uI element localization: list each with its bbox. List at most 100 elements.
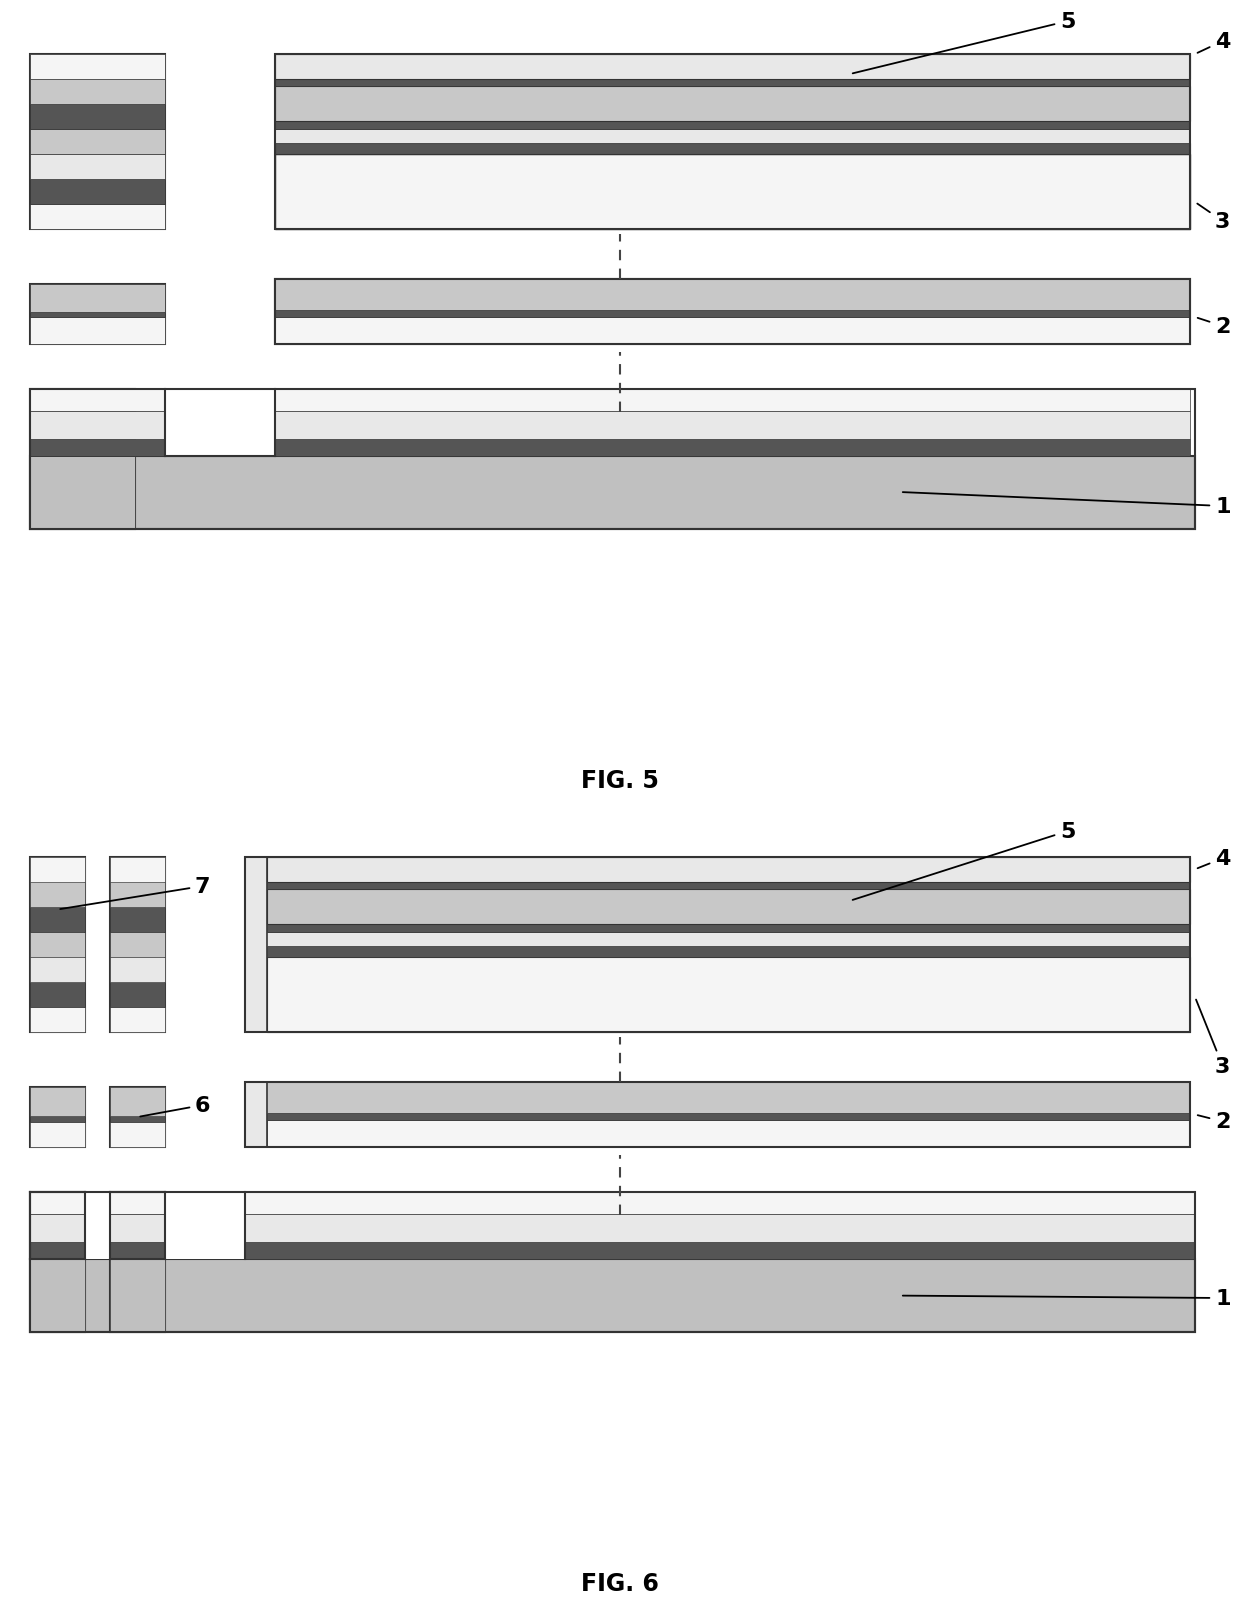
Bar <box>110 933 165 958</box>
Bar <box>30 1193 86 1215</box>
Bar <box>30 1087 86 1148</box>
Bar <box>275 279 1190 311</box>
Bar <box>30 440 135 457</box>
Bar <box>110 857 165 883</box>
Text: 6: 6 <box>140 1095 211 1117</box>
Bar <box>30 457 1195 530</box>
Bar <box>30 1193 1195 1332</box>
Bar <box>165 390 275 457</box>
Bar <box>30 907 86 933</box>
Bar <box>267 957 1190 1032</box>
Bar <box>246 1082 267 1148</box>
Bar <box>110 883 165 907</box>
Bar <box>267 924 1190 933</box>
Bar <box>30 390 135 530</box>
Bar <box>30 104 165 130</box>
Bar <box>110 1008 165 1032</box>
Text: 4: 4 <box>1198 849 1230 868</box>
Bar <box>30 1193 86 1332</box>
Bar <box>275 55 1190 230</box>
Bar <box>30 390 1195 530</box>
Bar <box>110 1193 165 1215</box>
Bar <box>267 889 1190 924</box>
Bar <box>30 130 165 156</box>
Bar <box>246 1215 1195 1242</box>
Text: 3: 3 <box>1197 1000 1230 1077</box>
Bar <box>275 87 1190 122</box>
Bar <box>275 144 1190 154</box>
Bar <box>267 883 1190 889</box>
Bar <box>110 958 165 982</box>
Bar <box>30 412 135 440</box>
Bar <box>275 130 1190 144</box>
Bar <box>30 80 165 104</box>
Bar <box>110 1122 165 1148</box>
Bar <box>30 1008 86 1032</box>
Text: FIG. 5: FIG. 5 <box>582 769 658 793</box>
Bar <box>30 55 165 230</box>
Bar <box>110 1087 165 1115</box>
Bar <box>110 1215 165 1242</box>
Bar <box>30 1115 86 1122</box>
Bar <box>275 154 1190 230</box>
Bar <box>246 857 267 1032</box>
Bar <box>110 1242 165 1260</box>
Bar <box>30 180 165 205</box>
Bar <box>30 857 86 1032</box>
Bar <box>275 279 1190 345</box>
Bar <box>110 1215 165 1242</box>
Text: 3: 3 <box>1198 204 1230 231</box>
Bar <box>246 1193 1195 1215</box>
Bar <box>275 311 1190 318</box>
Bar <box>110 1087 165 1148</box>
Bar <box>30 1087 86 1115</box>
Bar <box>30 284 165 313</box>
Bar <box>275 279 1190 345</box>
Bar <box>30 982 86 1008</box>
Bar <box>110 1193 165 1215</box>
Bar <box>110 982 165 1008</box>
Bar <box>246 1082 1190 1148</box>
Bar <box>246 1242 1195 1260</box>
Bar <box>30 1193 86 1215</box>
Bar <box>30 390 165 412</box>
Bar <box>267 857 1190 883</box>
Bar <box>30 1260 86 1332</box>
Bar <box>30 457 135 530</box>
Bar <box>30 1215 86 1242</box>
Bar <box>110 1242 165 1260</box>
Bar <box>275 55 1190 80</box>
Bar <box>30 958 86 982</box>
Bar <box>30 205 165 230</box>
Bar <box>275 122 1190 130</box>
Bar <box>30 313 165 318</box>
Text: 1: 1 <box>903 1289 1230 1308</box>
Bar <box>30 933 86 958</box>
Bar <box>275 390 1190 412</box>
Text: FIG. 6: FIG. 6 <box>582 1571 658 1595</box>
Bar <box>165 1193 246 1260</box>
Bar <box>267 1120 1190 1148</box>
Bar <box>30 412 165 440</box>
Bar <box>30 318 165 345</box>
Bar <box>110 857 165 1032</box>
Bar <box>267 933 1190 947</box>
Bar <box>246 857 1190 1032</box>
Bar <box>30 1260 1195 1332</box>
Bar <box>30 857 86 883</box>
Text: 5: 5 <box>853 822 1075 900</box>
Bar <box>110 1193 165 1332</box>
Bar <box>267 947 1190 957</box>
Bar <box>30 1215 86 1242</box>
Bar <box>110 1115 165 1122</box>
Bar <box>110 907 165 933</box>
Text: 2: 2 <box>1198 316 1230 337</box>
Bar <box>30 284 165 345</box>
Bar <box>30 1242 86 1260</box>
Bar <box>30 440 165 457</box>
Bar <box>275 80 1190 87</box>
Bar <box>275 318 1190 345</box>
Bar <box>30 55 165 80</box>
Bar <box>110 1260 165 1332</box>
Text: 2: 2 <box>1198 1112 1230 1132</box>
